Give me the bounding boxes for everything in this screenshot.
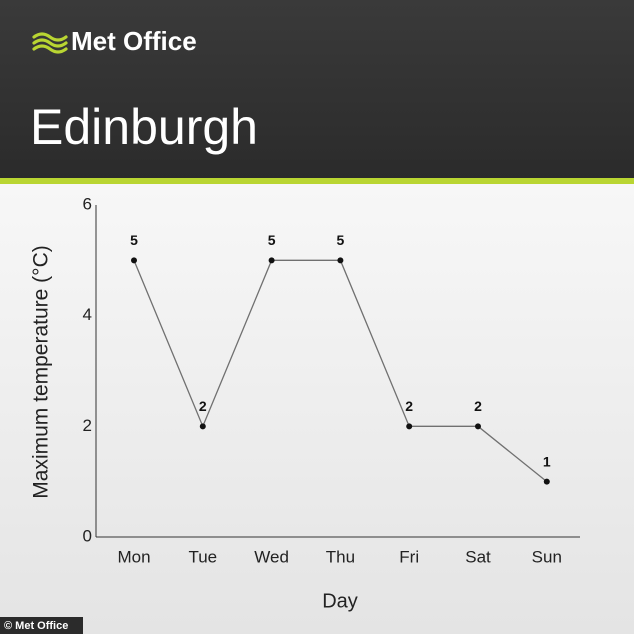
data-label: 2 bbox=[474, 398, 482, 414]
chart-title: Edinburgh bbox=[30, 99, 258, 155]
y-tick-label: 0 bbox=[83, 526, 92, 545]
credit-box bbox=[0, 617, 83, 634]
credit: © Met Office bbox=[4, 620, 68, 632]
point bbox=[475, 423, 481, 430]
x-tick-label: Thu bbox=[326, 547, 355, 566]
x-tick-label: Mon bbox=[117, 547, 150, 566]
data-label: 5 bbox=[130, 232, 138, 248]
data-label: 5 bbox=[268, 232, 276, 248]
y-tick-label: 6 bbox=[83, 194, 92, 213]
logo-icon bbox=[32, 32, 68, 54]
data-label: 5 bbox=[337, 232, 345, 248]
point bbox=[543, 478, 550, 485]
x-tick-label: Sat bbox=[465, 547, 491, 566]
x-tick-label: Fri bbox=[399, 547, 419, 566]
x-tick-label: Tue bbox=[188, 547, 217, 566]
point bbox=[406, 423, 413, 430]
data-label: 1 bbox=[543, 453, 551, 469]
x-tick-label: Sun bbox=[532, 547, 562, 566]
point bbox=[131, 257, 137, 264]
y-axis-label: Maximum temperature (°C) bbox=[30, 245, 53, 498]
y-tick-label: 2 bbox=[83, 416, 92, 435]
x-axis-label: Day bbox=[322, 590, 358, 612]
y-tick-label: 4 bbox=[83, 305, 92, 324]
x-tick-label: Wed bbox=[254, 547, 289, 566]
data-label: 2 bbox=[199, 398, 207, 414]
point bbox=[268, 257, 275, 264]
header-stripe bbox=[0, 178, 634, 184]
brand: Met Office bbox=[71, 26, 197, 56]
data-label: 2 bbox=[405, 398, 413, 414]
point bbox=[337, 257, 344, 264]
point bbox=[199, 423, 206, 430]
header bbox=[0, 0, 634, 179]
